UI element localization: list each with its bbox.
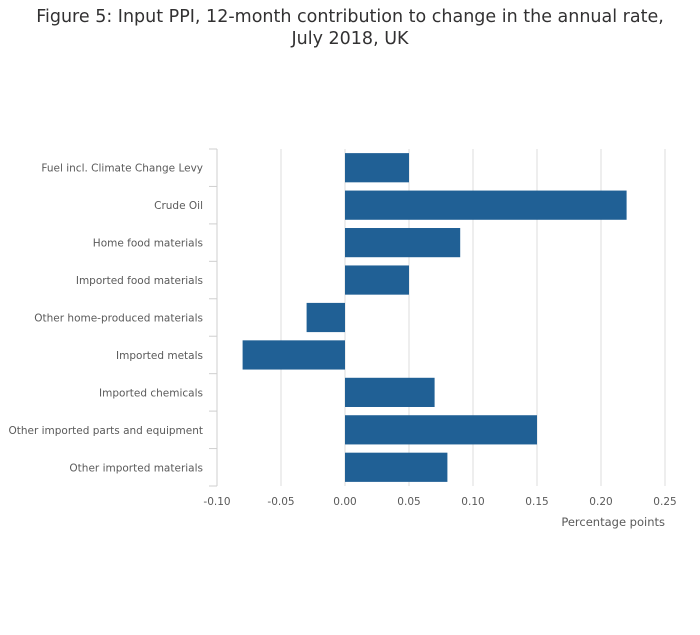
bar (345, 452, 448, 482)
category-label: Crude Oil (154, 200, 203, 212)
chart-title: Figure 5: Input PPI, 12-month contributi… (36, 7, 664, 49)
x-tick-label: -0.05 (267, 496, 294, 508)
bar (345, 190, 627, 220)
category-label: Imported chemicals (99, 387, 203, 399)
bars (242, 153, 627, 482)
x-tick-label: 0.00 (333, 496, 356, 508)
x-tick-label: -0.10 (203, 496, 230, 508)
bar (345, 265, 409, 295)
x-tick-label: 0.15 (525, 496, 548, 508)
x-tick-label: 0.20 (589, 496, 612, 508)
x-tick-label: 0.25 (653, 496, 676, 508)
bar (306, 302, 345, 333)
x-axis-title: Percentage points (561, 515, 665, 529)
x-tick-labels: -0.10 -0.05 0.00 0.05 0.10 0.15 0.20 0.25 (203, 496, 676, 508)
bar (345, 153, 409, 183)
category-label: Imported metals (116, 350, 203, 362)
category-label: Other imported parts and equipment (8, 425, 203, 437)
category-label: Home food materials (93, 238, 203, 250)
category-label: Other home-produced materials (34, 313, 203, 325)
category-label: Fuel incl. Climate Change Levy (41, 163, 203, 175)
category-label: Other imported materials (69, 462, 203, 474)
bar (345, 228, 461, 258)
x-tick-label: 0.05 (397, 496, 420, 508)
category-label: Imported food materials (76, 275, 203, 287)
bar (242, 340, 345, 370)
bar (345, 377, 435, 407)
bar (345, 415, 537, 445)
category-labels: Fuel incl. Climate Change Levy Crude Oil H… (8, 163, 203, 475)
y-axis (209, 148, 218, 487)
x-tick-label: 0.10 (461, 496, 484, 508)
